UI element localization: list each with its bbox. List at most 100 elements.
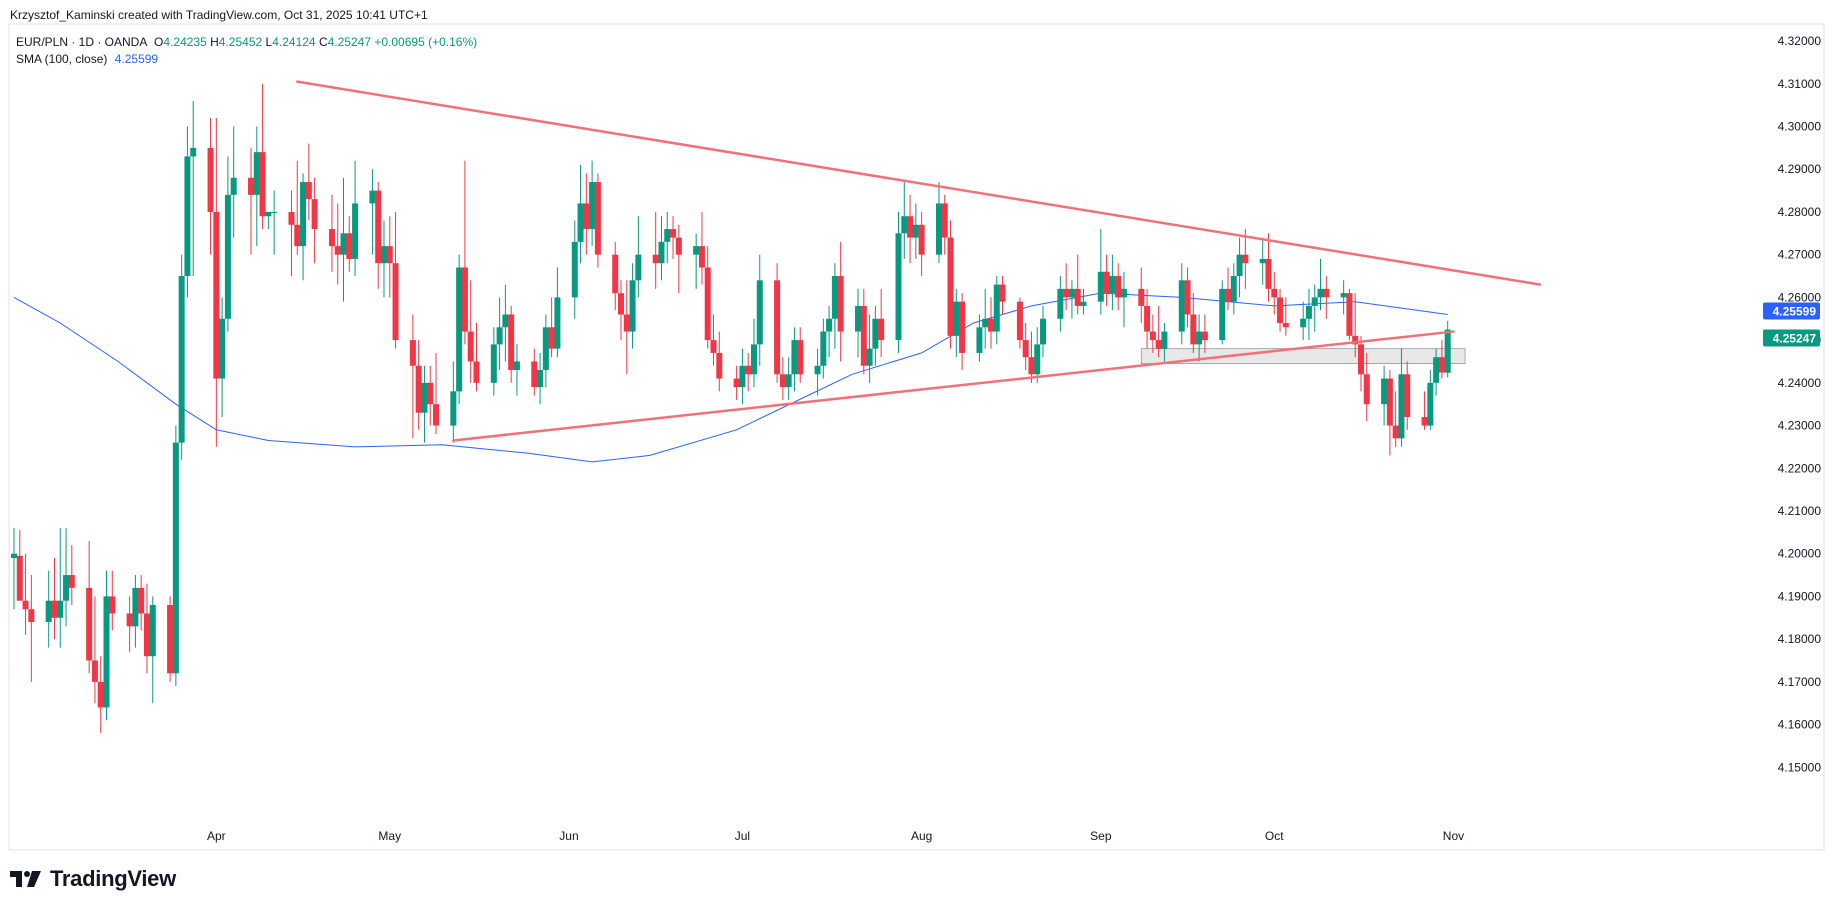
candle-2025-08-05[interactable]: [941, 194, 948, 255]
candle-2025-09-22[interactable]: [1219, 280, 1226, 345]
candle-2025-09-03[interactable]: [1109, 254, 1116, 311]
candle-2025-09-26[interactable]: [1242, 229, 1249, 289]
candle-2025-03-17[interactable]: [126, 596, 133, 652]
candle-2025-04-17[interactable]: [305, 143, 312, 221]
candle-2025-06-18[interactable]: [664, 211, 671, 264]
candle-2025-09-01[interactable]: [1097, 229, 1104, 315]
candle-2025-08-13[interactable]: [987, 297, 994, 349]
candle-2025-05-13[interactable]: [456, 254, 463, 405]
candle-2025-06-05[interactable]: [589, 160, 596, 247]
candle-2025-08-29[interactable]: [1080, 288, 1087, 315]
candle-2025-03-03[interactable]: [45, 570, 52, 648]
candle-2025-06-16[interactable]: [652, 211, 659, 289]
candle-2025-10-27[interactable]: [1421, 391, 1428, 430]
candle-2025-08-14[interactable]: [993, 276, 1000, 345]
candle-2025-03-19[interactable]: [138, 575, 145, 631]
candle-2025-08-21[interactable]: [1034, 327, 1041, 383]
candle-2025-05-05[interactable]: [409, 314, 416, 439]
candle-2025-07-28[interactable]: [895, 211, 902, 353]
candle-2025-03-11[interactable]: [91, 596, 98, 704]
candle-2025-06-09[interactable]: [612, 241, 619, 311]
candle-2025-09-02[interactable]: [1103, 254, 1110, 306]
support-trendline[interactable]: [452, 330, 1455, 442]
candle-2025-08-19[interactable]: [1022, 323, 1029, 371]
candle-2025-03-07[interactable]: [68, 545, 75, 605]
candle-2025-05-14[interactable]: [461, 160, 468, 345]
candle-2025-07-11[interactable]: [797, 327, 804, 383]
candle-2025-07-21[interactable]: [855, 288, 862, 358]
candle-2025-07-04[interactable]: [756, 254, 763, 366]
candle-2025-06-10[interactable]: [618, 280, 625, 341]
candle-2025-09-09[interactable]: [1144, 288, 1151, 349]
candle-2025-04-08[interactable]: [253, 126, 260, 247]
candle-2025-09-08[interactable]: [1138, 267, 1145, 324]
candle-2025-07-07[interactable]: [774, 263, 781, 383]
candle-2025-10-13[interactable]: [1340, 280, 1347, 315]
candle-2025-04-24[interactable]: [346, 216, 353, 272]
candle-2025-08-07[interactable]: [953, 288, 960, 358]
candle-2025-10-06[interactable]: [1300, 301, 1307, 341]
candle-2025-05-06[interactable]: [415, 340, 422, 430]
candle-2025-08-20[interactable]: [1028, 331, 1035, 383]
candle-2025-04-03[interactable]: [224, 156, 231, 332]
candle-2025-08-26[interactable]: [1063, 263, 1070, 311]
candle-2025-09-17[interactable]: [1190, 293, 1197, 353]
price-axis[interactable]: 4.32000 4.31000 4.30000 4.29000 4.28000 4.270…: [1778, 34, 1822, 774]
candle-2025-09-11[interactable]: [1155, 305, 1162, 358]
candle-2025-09-30[interactable]: [1265, 233, 1272, 302]
candle-2025-10-22[interactable]: [1392, 391, 1399, 447]
candle-2025-06-17[interactable]: [658, 216, 665, 281]
candle-2025-08-12[interactable]: [982, 288, 989, 349]
candle-2025-07-25[interactable]: [878, 288, 885, 358]
candle-2025-08-27[interactable]: [1068, 280, 1075, 319]
candle-2025-10-09[interactable]: [1317, 258, 1324, 311]
candle-2025-05-07[interactable]: [421, 365, 428, 443]
candle-2025-06-23[interactable]: [693, 233, 700, 289]
candle-2025-10-01[interactable]: [1271, 271, 1278, 315]
candle-2025-08-25[interactable]: [1057, 276, 1064, 332]
candle-2025-04-01[interactable]: [213, 117, 220, 447]
candle-2025-07-31[interactable]: [912, 203, 919, 259]
candle-2025-04-04[interactable]: [230, 126, 237, 238]
candle-2025-08-04[interactable]: [935, 182, 942, 264]
candle-2025-04-10[interactable]: [265, 211, 272, 230]
candle-2025-06-13[interactable]: [635, 216, 642, 298]
candle-2025-09-04[interactable]: [1115, 263, 1122, 311]
candle-2025-06-03[interactable]: [577, 164, 584, 264]
candle-2025-10-16[interactable]: [1357, 335, 1364, 392]
candle-2025-08-11[interactable]: [976, 314, 983, 362]
candle-2025-07-01[interactable]: [739, 348, 746, 405]
candle-2025-09-19[interactable]: [1201, 314, 1208, 353]
candle-2025-10-20[interactable]: [1381, 365, 1388, 426]
candle-2025-06-19[interactable]: [670, 216, 677, 259]
candle-2025-04-07[interactable]: [248, 147, 255, 255]
candle-2025-06-24[interactable]: [698, 211, 705, 285]
candle-2025-03-12[interactable]: [97, 656, 104, 734]
candle-2025-10-02[interactable]: [1277, 288, 1284, 332]
candle-2025-04-25[interactable]: [352, 160, 359, 277]
candle-2025-02-28[interactable]: [28, 575, 35, 682]
candle-2025-07-22[interactable]: [860, 288, 867, 375]
candle-2025-07-09[interactable]: [785, 357, 792, 400]
candle-2025-03-13[interactable]: [103, 570, 110, 721]
candle-2025-03-20[interactable]: [143, 583, 150, 674]
candle-2025-04-09[interactable]: [259, 83, 266, 230]
candle-2025-05-08[interactable]: [427, 365, 434, 426]
candle-2025-06-30[interactable]: [733, 365, 740, 400]
candle-2025-03-10[interactable]: [86, 540, 93, 674]
candle-2025-07-10[interactable]: [791, 327, 798, 392]
candle-2025-10-07[interactable]: [1305, 288, 1312, 341]
candle-2025-05-22[interactable]: [508, 305, 515, 383]
candle-2025-07-16[interactable]: [826, 305, 833, 358]
candle-2025-10-08[interactable]: [1311, 284, 1318, 332]
candle-2025-04-11[interactable]: [271, 190, 278, 255]
candle-2025-06-25[interactable]: [704, 246, 711, 349]
candle-2025-04-21[interactable]: [328, 194, 335, 272]
candle-2025-04-18[interactable]: [311, 177, 318, 264]
candle-2025-04-15[interactable]: [294, 160, 301, 255]
candle-2025-03-04[interactable]: [51, 557, 58, 640]
candle-2025-06-02[interactable]: [571, 220, 578, 319]
candle-2025-08-01[interactable]: [918, 211, 925, 277]
candle-2025-09-25[interactable]: [1236, 237, 1243, 298]
